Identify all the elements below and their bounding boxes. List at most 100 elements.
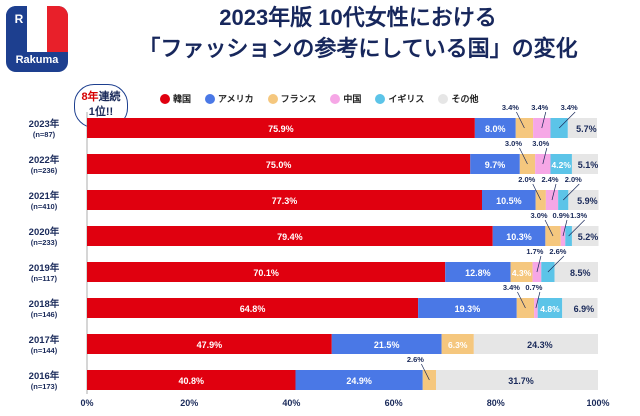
legend-label: イギリス	[388, 94, 425, 104]
bar-value-label: 79.4%	[277, 232, 303, 242]
category-year-label: 2023年	[29, 118, 60, 130]
bar-segment	[418, 298, 517, 318]
bar-segment	[87, 262, 446, 282]
bar-value-label: 0.9%	[552, 211, 569, 220]
bar-value-label: 0.7%	[525, 283, 542, 292]
bar-value-label: 3.4%	[503, 283, 520, 292]
callout-line	[536, 255, 542, 273]
category-year-label: 2020年	[29, 226, 60, 238]
bar-value-label: 21.5%	[374, 340, 400, 350]
callout-line	[517, 291, 526, 309]
bar-value-label: 12.8%	[465, 268, 491, 278]
legend-item: アメリカ	[205, 92, 254, 105]
callout-line	[568, 219, 585, 237]
callout-line	[541, 111, 547, 129]
bar-value-label: 24.9%	[346, 376, 372, 386]
bar-segment	[87, 370, 296, 390]
legend-swatch	[330, 93, 341, 104]
bar-value-label: 75.0%	[266, 160, 292, 170]
bar-value-label: 3.4%	[502, 103, 519, 112]
bar-value-label: 75.9%	[268, 124, 294, 134]
bar-segment	[473, 334, 598, 354]
bar-segment	[87, 190, 483, 210]
bar-segment	[445, 262, 511, 282]
bar-value-label: 5.9%	[577, 196, 598, 206]
bar-value-label: 4.8%	[540, 304, 560, 314]
bar-value-label: 2.0%	[518, 175, 535, 184]
chart-legend: 韓国 アメリカ フランス 中国 イギリス その他	[160, 92, 478, 105]
bar-segment	[567, 118, 597, 138]
callout-line	[421, 363, 430, 381]
bar-value-label: 40.8%	[178, 376, 204, 386]
badge-years: 8年	[81, 91, 99, 103]
callout-line	[562, 219, 568, 237]
bar-segment	[550, 154, 572, 174]
bar-value-label: 9.7%	[485, 160, 506, 170]
bar-value-label: 2.4%	[541, 175, 558, 184]
callout-line	[563, 183, 580, 201]
callout-line	[516, 111, 525, 129]
callout-line	[558, 111, 576, 129]
bar-segment	[331, 334, 442, 354]
bar-value-label: 24.3%	[527, 340, 553, 350]
badge-streak: 連続	[98, 91, 121, 103]
category-n-label: (n=173)	[31, 382, 58, 391]
chart-title: 2023年版 10代女性における 「ファッションの参考にしている国」の変化	[78, 2, 638, 64]
legend-label: 中国	[343, 94, 362, 104]
bar-segment	[562, 298, 598, 318]
legend-swatch	[205, 93, 216, 104]
category-year-label: 2018年	[29, 298, 60, 310]
legend-swatch	[375, 93, 386, 104]
callout-line	[542, 147, 548, 165]
bar-value-label: 2.0%	[565, 175, 582, 184]
bar-segment	[519, 154, 536, 174]
x-tick-label: 100%	[586, 398, 609, 408]
legend-item: フランス	[267, 92, 317, 105]
bar-value-label: 3.4%	[561, 103, 578, 112]
title-line-2: 「ファッションの参考にしている国」の変化	[138, 36, 578, 61]
bar-value-label: 4.3%	[512, 268, 532, 278]
bar-value-label: 31.7%	[508, 376, 534, 386]
badge-rank: 1位!!	[88, 106, 114, 118]
bar-segment	[87, 226, 493, 246]
callout-line	[532, 183, 542, 201]
bar-segment	[550, 118, 568, 138]
bar-value-label: 6.9%	[574, 304, 595, 314]
x-tick-label: 0%	[80, 398, 93, 408]
category-year-label: 2021年	[29, 190, 60, 202]
bar-segment	[571, 226, 599, 246]
callout-line	[544, 219, 554, 237]
bar-value-label: 3.0%	[532, 139, 549, 148]
bar-value-label: 2.6%	[549, 247, 566, 256]
logo-mark: R	[12, 11, 26, 27]
bar-segment	[568, 190, 599, 210]
bar-value-label: 5.7%	[576, 124, 597, 134]
callout-line	[519, 147, 528, 165]
category-year-label: 2022年	[29, 154, 60, 166]
category-n-label: (n=236)	[31, 166, 58, 175]
x-tick-label: 40%	[282, 398, 300, 408]
category-n-label: (n=146)	[31, 310, 58, 319]
callout-line	[547, 255, 565, 273]
bar-segment	[554, 262, 598, 282]
x-tick-label: 60%	[385, 398, 403, 408]
legend-item: 韓国	[160, 92, 191, 105]
bar-value-label: 3.4%	[531, 103, 548, 112]
rakuma-logo-icon: R Rakuma	[6, 6, 68, 72]
bar-value-label: 4.2%	[552, 160, 572, 170]
bar-segment	[87, 334, 332, 354]
bar-value-label: 2.6%	[407, 355, 424, 364]
category-n-label: (n=410)	[31, 202, 58, 211]
x-tick-label: 80%	[487, 398, 505, 408]
legend-swatch	[160, 93, 170, 104]
bar-value-label: 47.9%	[197, 340, 223, 350]
bar-segment	[482, 190, 536, 210]
bar-value-label: 10.5%	[496, 196, 522, 206]
callout-line	[535, 291, 541, 309]
legend-label: フランス	[280, 94, 317, 104]
bar-segment	[295, 370, 423, 390]
bar-segment	[470, 154, 520, 174]
category-year-label: 2019年	[29, 262, 60, 274]
bar-value-label: 8.5%	[570, 268, 591, 278]
category-year-label: 2016年	[29, 370, 60, 382]
